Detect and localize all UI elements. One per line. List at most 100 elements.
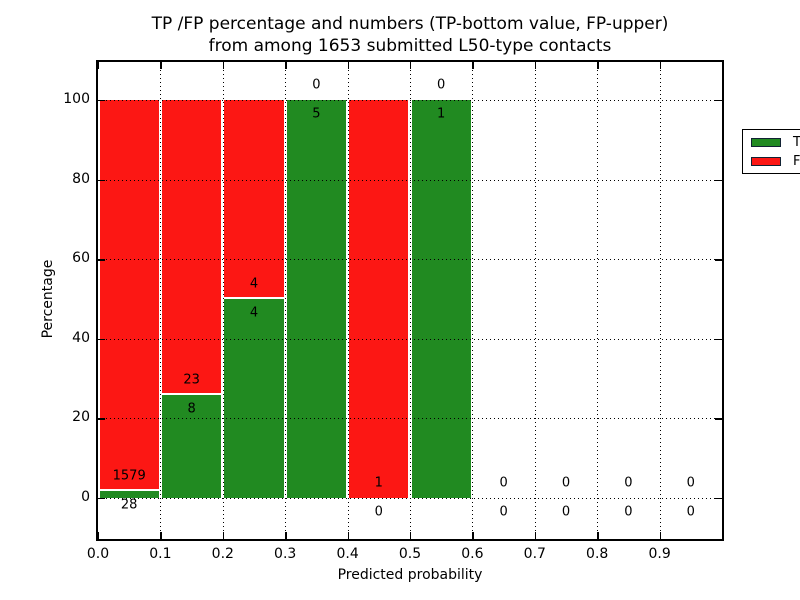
tp-bar-segment (161, 395, 222, 498)
fp-count-label: 1579 (112, 468, 146, 484)
x-tick-mark-bottom (160, 532, 162, 539)
y-gridline (98, 418, 722, 420)
y-tick-mark-left (98, 100, 105, 102)
legend-item-tp: TP (743, 133, 800, 151)
x-tick-label: 0.1 (149, 546, 172, 562)
x-tick-mark-top (98, 62, 100, 69)
x-tick-mark-bottom (410, 532, 412, 539)
tp-count-label: 1 (437, 106, 446, 122)
fp-bar-segment (99, 100, 159, 492)
y-tick-mark-left (98, 338, 105, 341)
tp-count-label: 0 (686, 504, 695, 520)
tp-count-label: 5 (312, 106, 321, 122)
x-tick-mark-bottom (597, 532, 599, 539)
tp-count-label: 4 (249, 305, 259, 321)
x-tick-mark-top (472, 62, 474, 69)
fp-count-label: 0 (312, 77, 321, 93)
x-tick-mark-bottom (472, 532, 474, 539)
x-tick-mark-top (534, 62, 537, 69)
fp-count-label: 4 (249, 276, 259, 292)
x-tick-mark-top (160, 62, 162, 69)
x-tick-mark-bottom (222, 532, 225, 539)
tp-bar-segment (224, 299, 284, 498)
fp-bar-segment (349, 100, 409, 498)
y-tick-label: 100 (63, 91, 90, 107)
legend-label-tp: TP (793, 134, 800, 150)
x-tick-mark-top (410, 62, 412, 69)
x-tick-mark-top (597, 62, 599, 69)
fp-count-label: 0 (437, 77, 446, 93)
tp-count-label: 0 (561, 504, 571, 520)
x-tick-label: 0.4 (336, 546, 359, 562)
tp-count-label: 0 (374, 504, 383, 520)
x-gridline (410, 62, 411, 539)
x-gridline (472, 62, 474, 539)
x-gridline (285, 62, 287, 539)
y-tick-label: 20 (72, 409, 90, 426)
y-tick-label: 40 (72, 329, 90, 346)
fp-count-label: 0 (499, 475, 508, 491)
y-tick-mark-right (715, 418, 722, 420)
y-tick-mark-right (715, 100, 722, 102)
x-tick-label: 0.7 (523, 546, 546, 562)
x-tick-label: 0.9 (648, 546, 671, 562)
y-tick-mark-right (715, 179, 722, 181)
x-tick-mark-bottom (285, 532, 287, 539)
chart-title: TP /FP percentage and numbers (TP-bottom… (98, 13, 722, 57)
fp-count-label: 0 (561, 475, 571, 491)
y-tick-mark-right (715, 498, 722, 500)
plot-area: 1579 28 23 8 4 4 0 5 1 0 0 1 0 0 0 0 0 0 0 0 (98, 62, 722, 539)
tp-count-label: 0 (499, 504, 508, 520)
x-axis-label: Predicted probability (337, 567, 483, 583)
tp-bar-segment (286, 100, 347, 498)
x-gridline (347, 62, 349, 539)
x-gridline (659, 62, 661, 539)
legend-label-fp: FP (793, 153, 800, 169)
tp-bar-segment (411, 100, 471, 498)
y-tick-mark-left (98, 418, 105, 420)
x-gridline (160, 62, 162, 539)
x-tick-label: 0.2 (211, 546, 234, 562)
y-axis-label: Percentage (40, 259, 56, 339)
y-gridline (98, 338, 722, 340)
x-tick-mark-top (222, 62, 225, 69)
x-tick-label: 0.3 (274, 546, 297, 562)
legend-item-fp: FP (743, 152, 800, 170)
fp-swatch-icon (751, 156, 781, 166)
y-tick-mark-left (98, 498, 105, 500)
x-tick-mark-bottom (347, 532, 349, 539)
y-tick-mark-left (98, 179, 105, 181)
x-tick-mark-top (659, 62, 661, 69)
fp-count-label: 0 (624, 475, 633, 491)
y-tick-label: 60 (72, 250, 90, 267)
chart-title-line1: TP /FP percentage and numbers (TP-bottom… (151, 14, 669, 34)
fp-bar-segment (224, 100, 284, 299)
x-tick-mark-top (285, 62, 287, 69)
y-gridline (98, 259, 722, 261)
x-tick-mark-bottom (98, 532, 100, 539)
tp-bar-segment (99, 491, 159, 498)
fp-count-label: 1 (374, 475, 383, 491)
y-tick-mark-right (715, 338, 722, 341)
fp-count-label: 23 (183, 372, 200, 388)
y-tick-label: 0 (81, 489, 90, 505)
tp-count-label: 28 (120, 497, 138, 513)
y-tick-label: 80 (72, 170, 90, 187)
y-gridline (98, 498, 722, 499)
y-gridline (98, 100, 722, 101)
x-tick-mark-bottom (534, 532, 537, 539)
tp-swatch-icon (751, 137, 781, 147)
x-tick-label: 0.5 (398, 546, 422, 562)
x-tick-label: 0.8 (586, 546, 609, 562)
x-gridline (222, 62, 224, 539)
fp-count-label: 0 (686, 475, 695, 491)
x-gridline (534, 62, 536, 539)
x-tick-mark-top (347, 62, 349, 69)
x-gridline (597, 62, 599, 539)
y-tick-mark-left (98, 259, 105, 261)
y-tick-mark-right (715, 259, 722, 261)
fp-bar-segment (161, 100, 222, 396)
x-tick-label: 0.6 (461, 546, 484, 562)
y-gridline (98, 179, 722, 181)
